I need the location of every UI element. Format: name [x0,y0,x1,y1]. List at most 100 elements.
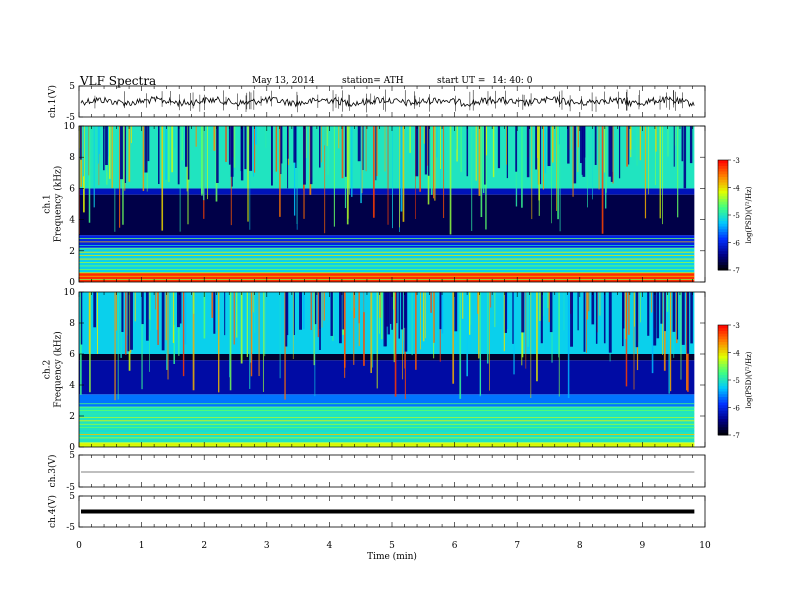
colorbar-cell [718,432,728,436]
spectrogram-band [79,360,695,395]
start-time-label: start UT = [437,76,486,86]
colorbar-cell [718,349,728,353]
colorbar-tick-label: -7 [733,432,740,440]
colorbar-cell [718,369,728,373]
colorbar-cell [718,404,728,408]
x-tick-label: 2 [201,541,207,551]
colorbar-tick-label: -5 [733,212,740,220]
colorbar-cell [718,352,728,356]
colorbar-tick-label: -6 [733,405,740,413]
colorbar-cell [718,253,728,257]
y-tick-label: 5 [69,451,75,461]
spectrogram-band [79,194,695,236]
y-axis-label-line: ch.4(V) [47,495,58,528]
y-tick-label: 0 [69,443,75,453]
colorbar-cell [718,245,728,249]
colorbar-cell [718,402,728,406]
y-axis-label: ch.2 Frequency (kHz) [43,331,64,408]
colorbar-cell [718,176,728,180]
y-tick-label: 6 [69,184,75,194]
colorbar-cell [718,374,728,378]
y-tick-label: 6 [69,350,75,360]
colorbar-cell [718,366,728,370]
colorbar-tick-label: -7 [733,267,740,275]
y-tick-label: -5 [66,113,75,123]
y-tick-label: 8 [69,319,75,329]
colorbar-cell [718,363,728,367]
colorbar-cell [718,391,728,395]
colorbar-cell [718,410,728,414]
x-tick-label: 10 [699,541,711,551]
colorbar-cell [718,212,728,216]
y-axis-label-line: ch.2 [43,360,53,379]
colorbar-cell [718,355,728,359]
spectrogram-band [79,272,695,282]
colorbar-cell [718,385,728,389]
recording-date: May 13, 2014 [252,76,315,86]
colorbar-cell [718,413,728,417]
y-axis-label-line: Frequency (kHz) [53,331,64,408]
chart-title: VLF Spectra [80,74,157,88]
x-tick-label: 6 [452,541,458,551]
colorbar-cell [718,341,728,345]
colorbar-cell [718,193,728,197]
colorbar-tick-label: -4 [733,350,740,358]
y-tick-label: 10 [64,288,76,298]
colorbar-cell [718,160,728,164]
colorbar-cell [718,242,728,246]
colorbar-cell [718,256,728,260]
colorbar-cell [718,327,728,331]
colorbar-cell [718,248,728,252]
colorbar-cell [718,190,728,194]
colorbar-label-text: log(PSD)(V²/Hz) [745,186,753,243]
colorbar-cell [718,344,728,348]
colorbar-cell [718,358,728,362]
colorbar-cell [718,226,728,230]
colorbar-cell [718,399,728,403]
colorbar-cell [718,396,728,400]
colorbar-cell [718,261,728,265]
colorbar-cell [718,429,728,433]
colorbar-cell [718,237,728,241]
y-tick-label: 4 [69,381,75,391]
spectrogram-band [79,354,695,361]
colorbar-cell [718,330,728,334]
spectrogram-band [79,247,695,273]
colorbar-cell [718,333,728,337]
spectrogram-band [79,394,695,407]
colorbar-cell [718,250,728,254]
colorbar-tick-label: -3 [733,157,740,165]
colorbar-cell [718,421,728,425]
colorbar-cell [718,184,728,188]
y-axis-label-line: Frequency (kHz) [53,166,64,243]
colorbar-cell [718,215,728,219]
colorbar-cell [718,380,728,384]
x-tick-label: 7 [514,541,520,551]
colorbar-label-text: log(PSD)(V²/Hz) [745,351,753,408]
y-axis-label: ch.1 Frequency (kHz) [43,166,64,243]
colorbar-tick-label: -6 [733,240,740,248]
colorbar-cell [718,382,728,386]
x-tick-label: 5 [389,541,395,551]
colorbar-cell [718,173,728,177]
start-time-value: 14: 40: 0 [492,76,533,86]
colorbar-label: log(PSD)(V²/Hz) [745,351,753,408]
colorbar-cell [718,415,728,419]
y-tick-label: 5 [69,492,75,502]
y-tick-label: 4 [69,216,75,226]
colorbar-cell [718,182,728,186]
colorbar-cell [718,195,728,199]
x-tick-label: 4 [327,541,333,551]
colorbar-label: log(PSD)(V²/Hz) [745,186,753,243]
y-axis-label: ch.1(V) [47,85,58,118]
x-tick-label: 3 [264,541,270,551]
x-tick-label: 1 [139,541,145,551]
colorbar-cell [718,239,728,243]
colorbar-cell [718,171,728,175]
colorbar-cell [718,168,728,172]
colorbar-cell [718,407,728,411]
y-tick-label: 2 [69,247,75,257]
colorbar-cell [718,393,728,397]
y-tick-label: -5 [66,523,75,533]
y-axis-label: ch.4(V) [47,495,58,528]
